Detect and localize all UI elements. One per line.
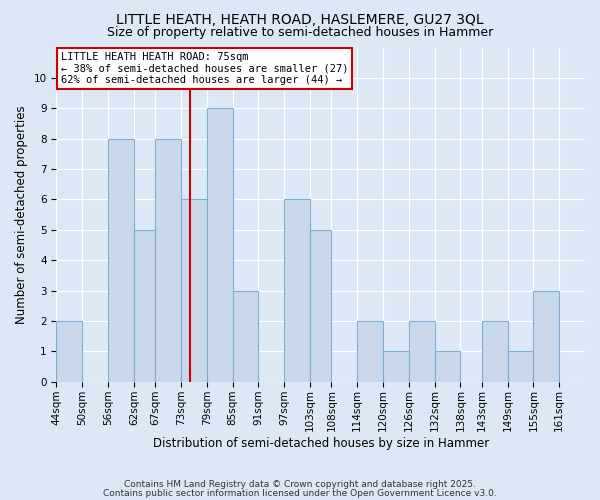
Y-axis label: Number of semi-detached properties: Number of semi-detached properties <box>15 106 28 324</box>
Bar <box>207 108 233 382</box>
Bar <box>155 138 181 382</box>
Text: Contains public sector information licensed under the Open Government Licence v3: Contains public sector information licen… <box>103 488 497 498</box>
Bar <box>409 321 434 382</box>
Bar <box>181 200 207 382</box>
Bar <box>434 352 460 382</box>
Text: Size of property relative to semi-detached houses in Hammer: Size of property relative to semi-detach… <box>107 26 493 39</box>
Text: LITTLE HEATH, HEATH ROAD, HASLEMERE, GU27 3QL: LITTLE HEATH, HEATH ROAD, HASLEMERE, GU2… <box>116 12 484 26</box>
Bar <box>134 230 155 382</box>
Bar <box>233 290 259 382</box>
Bar <box>508 352 533 382</box>
Bar <box>310 230 331 382</box>
X-axis label: Distribution of semi-detached houses by size in Hammer: Distribution of semi-detached houses by … <box>152 437 489 450</box>
Text: LITTLE HEATH HEATH ROAD: 75sqm
← 38% of semi-detached houses are smaller (27)
62: LITTLE HEATH HEATH ROAD: 75sqm ← 38% of … <box>61 52 348 86</box>
Bar <box>56 321 82 382</box>
Bar <box>482 321 508 382</box>
Bar <box>357 321 383 382</box>
Bar <box>284 200 310 382</box>
Bar <box>383 352 409 382</box>
Bar <box>533 290 559 382</box>
Text: Contains HM Land Registry data © Crown copyright and database right 2025.: Contains HM Land Registry data © Crown c… <box>124 480 476 489</box>
Bar <box>108 138 134 382</box>
